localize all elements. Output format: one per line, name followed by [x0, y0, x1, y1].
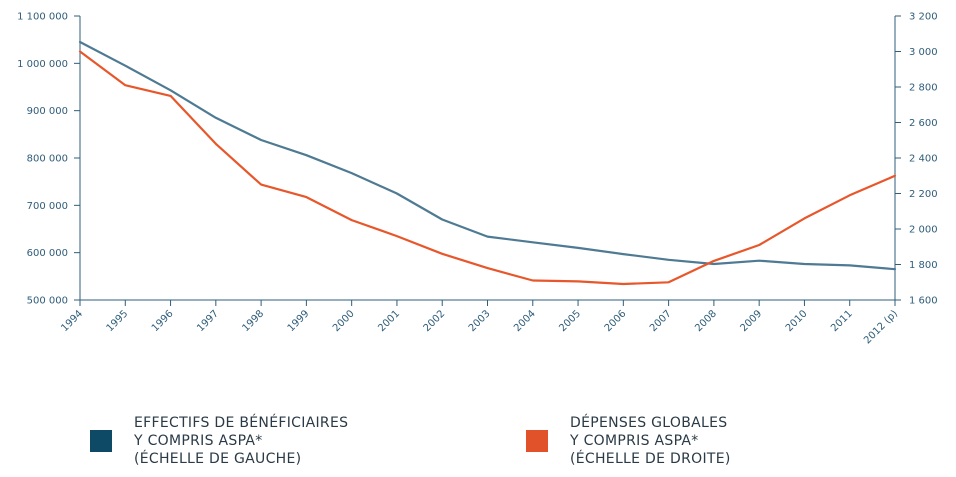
- right-tick-label: 1 600: [909, 296, 938, 307]
- x-tick-label: 1999: [286, 308, 312, 334]
- right-tick-label: 2 600: [909, 118, 938, 129]
- legend-line: (ÉCHELLE DE GAUCHE): [134, 451, 302, 467]
- legend-line: Y COMPRIS ASPA*: [570, 433, 699, 449]
- axes: 500 000 600 000 700 000 800 000 900 000 1 000…: [17, 12, 938, 347]
- x-tick-label: 1998: [240, 308, 266, 334]
- legend-item-effectifs: EFFECTIFS DE BÉNÉFICIAIRES Y COMPRIS ASP…: [90, 414, 348, 468]
- x-tick-label: 2012 (p): [862, 308, 900, 346]
- left-tick-label: 1 000 000: [17, 59, 68, 70]
- series-line-depenses: [78, 50, 897, 286]
- x-tick-label: 2002: [422, 308, 448, 334]
- legend-swatch-effectifs: [90, 430, 112, 452]
- right-tick-label: 2 200: [909, 189, 938, 200]
- left-tick-label: 500 000: [27, 296, 68, 307]
- left-tick-label: 900 000: [27, 106, 68, 117]
- line-chart: 500 000 600 000 700 000 800 000 900 000 1 000…: [17, 12, 938, 347]
- x-tick-label: 2008: [693, 308, 719, 334]
- x-tick-label: 2009: [739, 308, 765, 334]
- legend-line: (ÉCHELLE DE DROITE): [570, 451, 731, 467]
- x-tick-label: 2011: [829, 308, 855, 334]
- x-tick-label: 2004: [512, 308, 538, 334]
- right-tick-label: 3 200: [909, 12, 938, 23]
- right-tick-label: 1 800: [909, 260, 938, 271]
- series-layer: [78, 40, 897, 286]
- left-tick-label: 700 000: [27, 201, 68, 212]
- series-line-effectifs: [78, 40, 897, 271]
- x-tick-label: 1996: [150, 308, 176, 334]
- left-tick-label: 600 000: [27, 248, 68, 259]
- right-tick-label: 3 000: [909, 47, 938, 58]
- legend-label-depenses: DÉPENSES GLOBALES Y COMPRIS ASPA* (ÉCHEL…: [570, 414, 731, 468]
- right-tick-label: 2 400: [909, 154, 938, 165]
- x-tick-label: 1995: [105, 308, 131, 334]
- x-tick-label: 2007: [648, 308, 674, 334]
- x-tick-label: 2006: [603, 308, 629, 334]
- legend-line: Y COMPRIS ASPA*: [134, 433, 263, 449]
- x-tick-label: 1994: [59, 308, 85, 334]
- legend-item-depenses: DÉPENSES GLOBALES Y COMPRIS ASPA* (ÉCHEL…: [526, 414, 731, 468]
- x-tick-label: 2001: [376, 308, 402, 334]
- x-tick-label: 1997: [195, 308, 221, 334]
- right-tick-label: 2 000: [909, 225, 938, 236]
- x-tick-label: 2010: [784, 308, 810, 334]
- legend-label-effectifs: EFFECTIFS DE BÉNÉFICIAIRES Y COMPRIS ASP…: [134, 414, 348, 468]
- x-tick-label: 2003: [467, 308, 493, 334]
- x-tick-label: 2005: [557, 308, 583, 334]
- legend-line: DÉPENSES GLOBALES: [570, 415, 728, 431]
- right-tick-label: 2 800: [909, 83, 938, 94]
- left-tick-label: 1 100 000: [17, 12, 68, 23]
- legend-line: EFFECTIFS DE BÉNÉFICIAIRES: [134, 415, 349, 431]
- legend-swatch-depenses: [526, 430, 548, 452]
- left-tick-label: 800 000: [27, 154, 68, 165]
- x-tick-label: 2000: [331, 308, 357, 334]
